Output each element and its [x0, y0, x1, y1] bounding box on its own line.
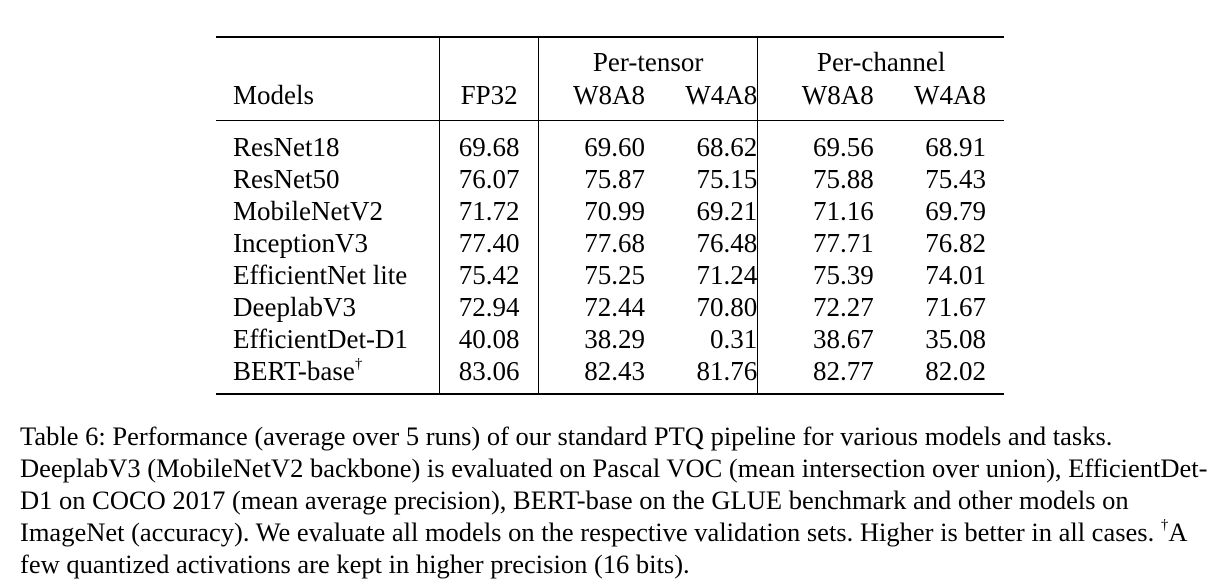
per-tensor-w4a8-cell: 0.31: [710, 324, 758, 354]
model-name-cell: BERT-base†: [216, 355, 440, 394]
per-tensor-w8a8-cell: 38.29: [538, 323, 656, 355]
per-tensor-w8a8-cell: 72.44: [538, 291, 656, 323]
model-name: BERT-base: [233, 356, 355, 386]
per-channel-w8a8-cell: 77.71: [757, 227, 884, 259]
per-tensor-w4a8-cell: 69.21: [696, 196, 758, 226]
models-header: Models: [233, 80, 314, 110]
per-tensor-w8a8-cell: 75.87: [538, 163, 656, 195]
table-row: EfficientNet lite 75.42 75.25 71.24 75.39 74.…: [216, 259, 1004, 291]
per-channel-w8a8-cell: 72.27: [757, 291, 884, 323]
dagger-mark: †: [354, 356, 363, 372]
table-row: DeeplabV3 72.94 72.44 70.80 72.27 71.67: [216, 291, 1004, 323]
caption-main: Table 6: Performance (average over 5 run…: [20, 421, 1208, 547]
header-row-columns: Models FP32 W8A8 W4A8 W8A8 W4A8: [216, 78, 1004, 121]
model-name-cell: EfficientNet lite: [216, 259, 440, 291]
per-tensor-w4a8-cell: 75.15: [696, 164, 758, 194]
per-tensor-header: Per-tensor: [537, 37, 758, 78]
table-row: ResNet50 76.07 75.87 75.15 75.88 75.43: [216, 163, 1004, 195]
per-tensor-w4a8-cell: 76.48: [696, 228, 758, 258]
model-name: ResNet18: [233, 132, 340, 162]
model-name-cell: ResNet50: [216, 163, 440, 195]
fp32-cell: 71.72: [439, 195, 539, 227]
pc-w8a8-header: W8A8: [757, 78, 884, 121]
fp32-cell: 69.68: [439, 120, 539, 163]
table-row: ResNet18 69.68 69.60 68.62 69.56 68.91: [216, 120, 1004, 164]
fp32-cell: 76.07: [439, 163, 539, 195]
per-channel-w4a8-cell: 35.08: [925, 324, 986, 354]
per-tensor-w4a8-cell: 81.76: [696, 356, 758, 386]
per-tensor-w8a8-cell: 82.43: [538, 355, 656, 394]
fp32-cell: 75.42: [439, 259, 539, 291]
pt-w4a8-header: W4A8: [685, 80, 758, 110]
header-row-groups: Per-tensor Per-channel: [216, 37, 1004, 78]
caption-dagger: †: [1160, 517, 1169, 533]
per-channel-header: Per-channel: [757, 37, 1004, 78]
per-channel-w4a8-cell: 76.82: [925, 228, 986, 258]
per-tensor-w4a8-cell: 70.80: [696, 292, 758, 322]
model-name-cell: DeeplabV3: [216, 291, 440, 323]
model-name: InceptionV3: [233, 228, 368, 258]
fp32-cell: 40.08: [439, 323, 539, 355]
pt-w8a8-header: W8A8: [538, 78, 656, 121]
model-name: EfficientDet-D1: [233, 324, 408, 354]
fp32-cell: 83.06: [439, 355, 539, 394]
per-tensor-w4a8-cell: 68.62: [696, 132, 758, 162]
model-name: ResNet50: [233, 164, 340, 194]
fp32-cell: 72.94: [439, 291, 539, 323]
per-channel-w4a8-cell: 71.67: [925, 292, 986, 322]
table-body: ResNet18 69.68 69.60 68.62 69.56 68.91 ResNet5…: [216, 120, 1004, 394]
results-table: Per-tensor Per-channel Models FP32 W8A8 …: [216, 36, 1004, 395]
table-row: EfficientDet-D1 40.08 38.29 0.31 38.67 35.08: [216, 323, 1004, 355]
model-name-cell: InceptionV3: [216, 227, 440, 259]
per-channel-w4a8-cell: 75.43: [925, 164, 986, 194]
model-name: DeeplabV3: [233, 292, 356, 322]
per-channel-w8a8-cell: 71.16: [757, 195, 884, 227]
table-row: BERT-base† 83.06 82.43 81.76 82.77 82.02: [216, 355, 1004, 394]
caption-footnote: A few quantized activations are kept in …: [20, 517, 1187, 579]
per-channel-w8a8-cell: 38.67: [757, 323, 884, 355]
caption-text: Table 6: Performance (average over 5 run…: [20, 420, 1210, 580]
per-channel-w4a8-cell: 74.01: [925, 260, 986, 290]
per-tensor-w8a8-cell: 70.99: [538, 195, 656, 227]
fp32-cell: 77.40: [439, 227, 539, 259]
model-name: EfficientNet lite: [233, 260, 408, 290]
per-channel-w8a8-cell: 69.56: [757, 120, 884, 163]
per-tensor-w8a8-cell: 77.68: [538, 227, 656, 259]
per-channel-w8a8-cell: 75.88: [757, 163, 884, 195]
model-name-cell: ResNet18: [216, 121, 440, 164]
per-channel-w8a8-cell: 75.39: [757, 259, 884, 291]
per-channel-w4a8-cell: 68.91: [925, 132, 986, 162]
fp32-header: FP32: [439, 78, 539, 121]
per-tensor-w8a8-cell: 75.25: [538, 259, 656, 291]
pc-w4a8-header: W4A8: [914, 80, 986, 110]
per-tensor-w4a8-cell: 71.24: [696, 260, 758, 290]
table-caption: Table 6: Performance (average over 5 run…: [20, 420, 1210, 580]
table-row: InceptionV3 77.40 77.68 76.48 77.71 76.82: [216, 227, 1004, 259]
per-channel-w4a8-cell: 69.79: [925, 196, 986, 226]
table-row: MobileNetV2 71.72 70.99 69.21 71.16 69.79: [216, 195, 1004, 227]
results-table-container: Per-tensor Per-channel Models FP32 W8A8 …: [216, 36, 1004, 395]
model-name-cell: MobileNetV2: [216, 195, 440, 227]
model-name-cell: EfficientDet-D1: [216, 323, 440, 355]
model-name: MobileNetV2: [233, 196, 383, 226]
per-channel-w4a8-cell: 82.02: [925, 356, 986, 386]
per-tensor-w8a8-cell: 69.60: [538, 120, 656, 163]
per-channel-w8a8-cell: 82.77: [757, 355, 884, 394]
